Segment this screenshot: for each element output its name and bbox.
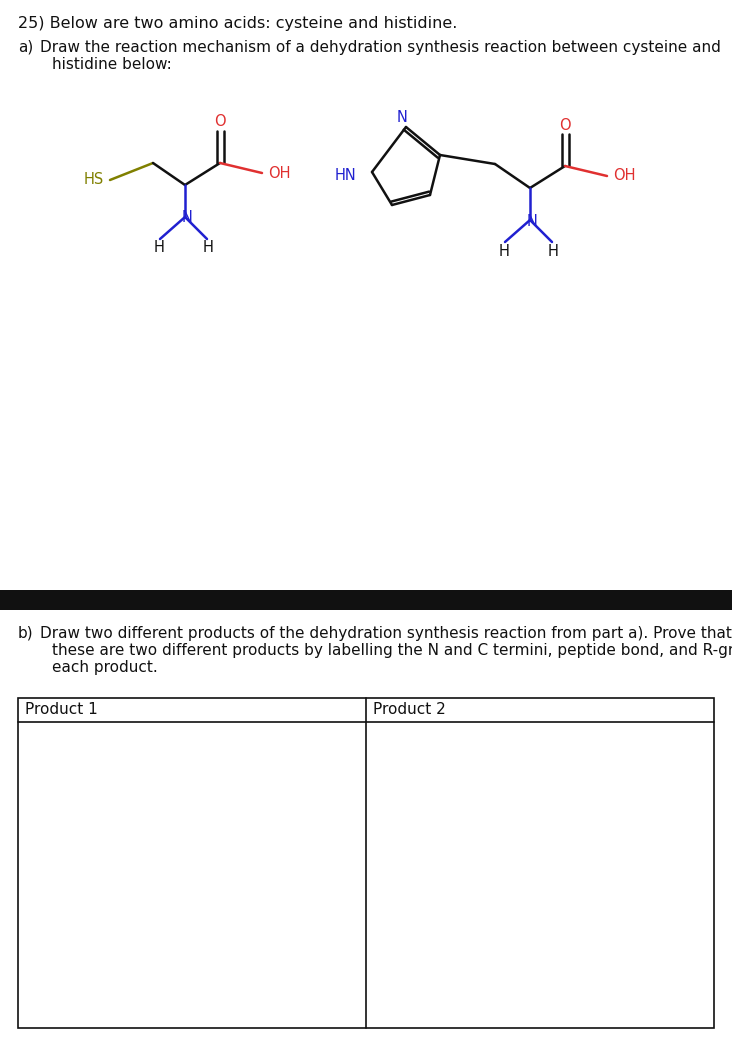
Text: Draw two different products of the dehydration synthesis reaction from part a). : Draw two different products of the dehyd… [40, 626, 732, 641]
Text: H: H [548, 243, 559, 259]
Text: each product.: each product. [52, 660, 158, 675]
Text: HS: HS [83, 172, 104, 188]
Text: H: H [498, 243, 509, 259]
Text: b): b) [18, 626, 34, 641]
Bar [0, 590, 732, 610]
Text: O: O [214, 115, 225, 129]
Text: N: N [182, 211, 193, 226]
Text: OH: OH [268, 166, 291, 181]
Text: HN: HN [335, 167, 356, 183]
Text: N: N [526, 214, 537, 229]
Text: these are two different products by labelling the N and C termini, peptide bond,: these are two different products by labe… [52, 643, 732, 658]
Text: 25) Below are two amino acids: cysteine and histidine.: 25) Below are two amino acids: cysteine … [18, 16, 458, 31]
Text: Product 1: Product 1 [25, 703, 98, 717]
Text: Draw the reaction mechanism of a dehydration synthesis reaction between cysteine: Draw the reaction mechanism of a dehydra… [40, 40, 721, 55]
Text: H: H [203, 240, 214, 256]
Text: a): a) [18, 40, 33, 55]
Text: histidine below:: histidine below: [52, 57, 172, 72]
Text: N: N [397, 111, 408, 125]
Text: OH: OH [613, 168, 635, 184]
Bar [18, 698, 714, 1028]
Text: H: H [154, 240, 165, 256]
Text: O: O [559, 118, 571, 133]
Text: Product 2: Product 2 [373, 703, 446, 717]
